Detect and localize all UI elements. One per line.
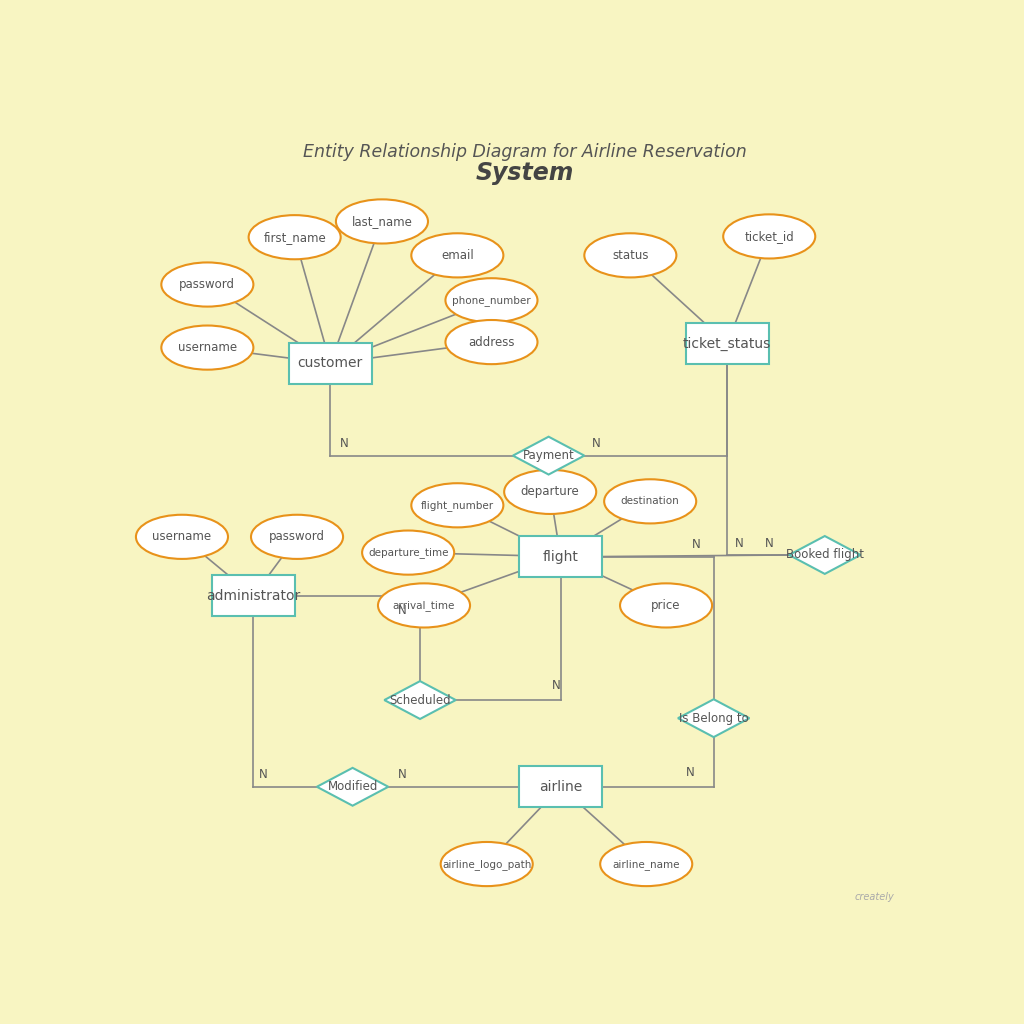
Ellipse shape bbox=[621, 584, 712, 628]
Text: address: address bbox=[468, 336, 515, 348]
Text: status: status bbox=[612, 249, 648, 262]
Text: N: N bbox=[398, 604, 407, 616]
Text: departure_time: departure_time bbox=[368, 547, 449, 558]
Text: administrator: administrator bbox=[206, 589, 300, 603]
Text: ticket_id: ticket_id bbox=[744, 230, 794, 243]
FancyBboxPatch shape bbox=[212, 575, 295, 616]
Ellipse shape bbox=[162, 326, 253, 370]
Ellipse shape bbox=[445, 319, 538, 365]
Polygon shape bbox=[384, 681, 456, 719]
Text: flight_number: flight_number bbox=[421, 500, 494, 511]
Text: price: price bbox=[651, 599, 681, 612]
Ellipse shape bbox=[251, 515, 343, 559]
Text: N: N bbox=[398, 768, 407, 780]
Text: N: N bbox=[340, 437, 349, 451]
Text: ticket_status: ticket_status bbox=[683, 337, 771, 351]
Text: destination: destination bbox=[621, 497, 680, 506]
Text: N: N bbox=[552, 679, 561, 692]
Polygon shape bbox=[678, 699, 750, 737]
Text: Booked flight: Booked flight bbox=[785, 549, 864, 561]
Ellipse shape bbox=[604, 479, 696, 523]
Text: Scheduled: Scheduled bbox=[389, 693, 451, 707]
Text: flight: flight bbox=[543, 550, 579, 563]
Ellipse shape bbox=[136, 515, 228, 559]
Ellipse shape bbox=[504, 470, 596, 514]
Text: creately: creately bbox=[854, 892, 894, 902]
Text: departure: departure bbox=[521, 485, 580, 499]
Ellipse shape bbox=[585, 233, 677, 278]
FancyBboxPatch shape bbox=[289, 343, 372, 384]
Ellipse shape bbox=[723, 214, 815, 258]
Text: N: N bbox=[685, 766, 694, 779]
Ellipse shape bbox=[440, 842, 532, 886]
Ellipse shape bbox=[445, 279, 538, 323]
Ellipse shape bbox=[378, 584, 470, 628]
Text: username: username bbox=[153, 530, 212, 544]
Text: N: N bbox=[592, 437, 601, 451]
Ellipse shape bbox=[600, 842, 692, 886]
Text: Payment: Payment bbox=[522, 450, 574, 462]
Ellipse shape bbox=[412, 233, 504, 278]
Ellipse shape bbox=[249, 215, 341, 259]
Polygon shape bbox=[790, 536, 860, 573]
FancyBboxPatch shape bbox=[519, 536, 602, 578]
Text: phone_number: phone_number bbox=[453, 295, 530, 306]
Text: N: N bbox=[692, 539, 700, 551]
Ellipse shape bbox=[412, 483, 504, 527]
Text: customer: customer bbox=[298, 356, 362, 371]
Polygon shape bbox=[316, 768, 388, 806]
Text: first_name: first_name bbox=[263, 230, 326, 244]
Ellipse shape bbox=[336, 200, 428, 244]
FancyBboxPatch shape bbox=[519, 766, 602, 807]
Polygon shape bbox=[513, 436, 585, 474]
Text: username: username bbox=[178, 341, 237, 354]
Text: password: password bbox=[269, 530, 325, 544]
Text: N: N bbox=[734, 537, 743, 550]
Text: password: password bbox=[179, 279, 236, 291]
Ellipse shape bbox=[162, 262, 253, 306]
Text: Modified: Modified bbox=[328, 780, 378, 794]
Ellipse shape bbox=[362, 530, 455, 574]
FancyBboxPatch shape bbox=[685, 324, 769, 365]
Text: System: System bbox=[475, 161, 574, 184]
Text: last_name: last_name bbox=[351, 215, 413, 228]
Text: N: N bbox=[258, 768, 267, 780]
Text: airline: airline bbox=[539, 780, 582, 794]
Text: Entity Relationship Diagram for Airline Reservation: Entity Relationship Diagram for Airline … bbox=[303, 142, 746, 161]
Text: email: email bbox=[441, 249, 474, 262]
Text: arrival_time: arrival_time bbox=[393, 600, 456, 611]
Text: Is Belong to: Is Belong to bbox=[679, 712, 749, 725]
Text: airline_name: airline_name bbox=[612, 858, 680, 869]
Text: airline_logo_path: airline_logo_path bbox=[442, 858, 531, 869]
Text: N: N bbox=[765, 538, 773, 551]
